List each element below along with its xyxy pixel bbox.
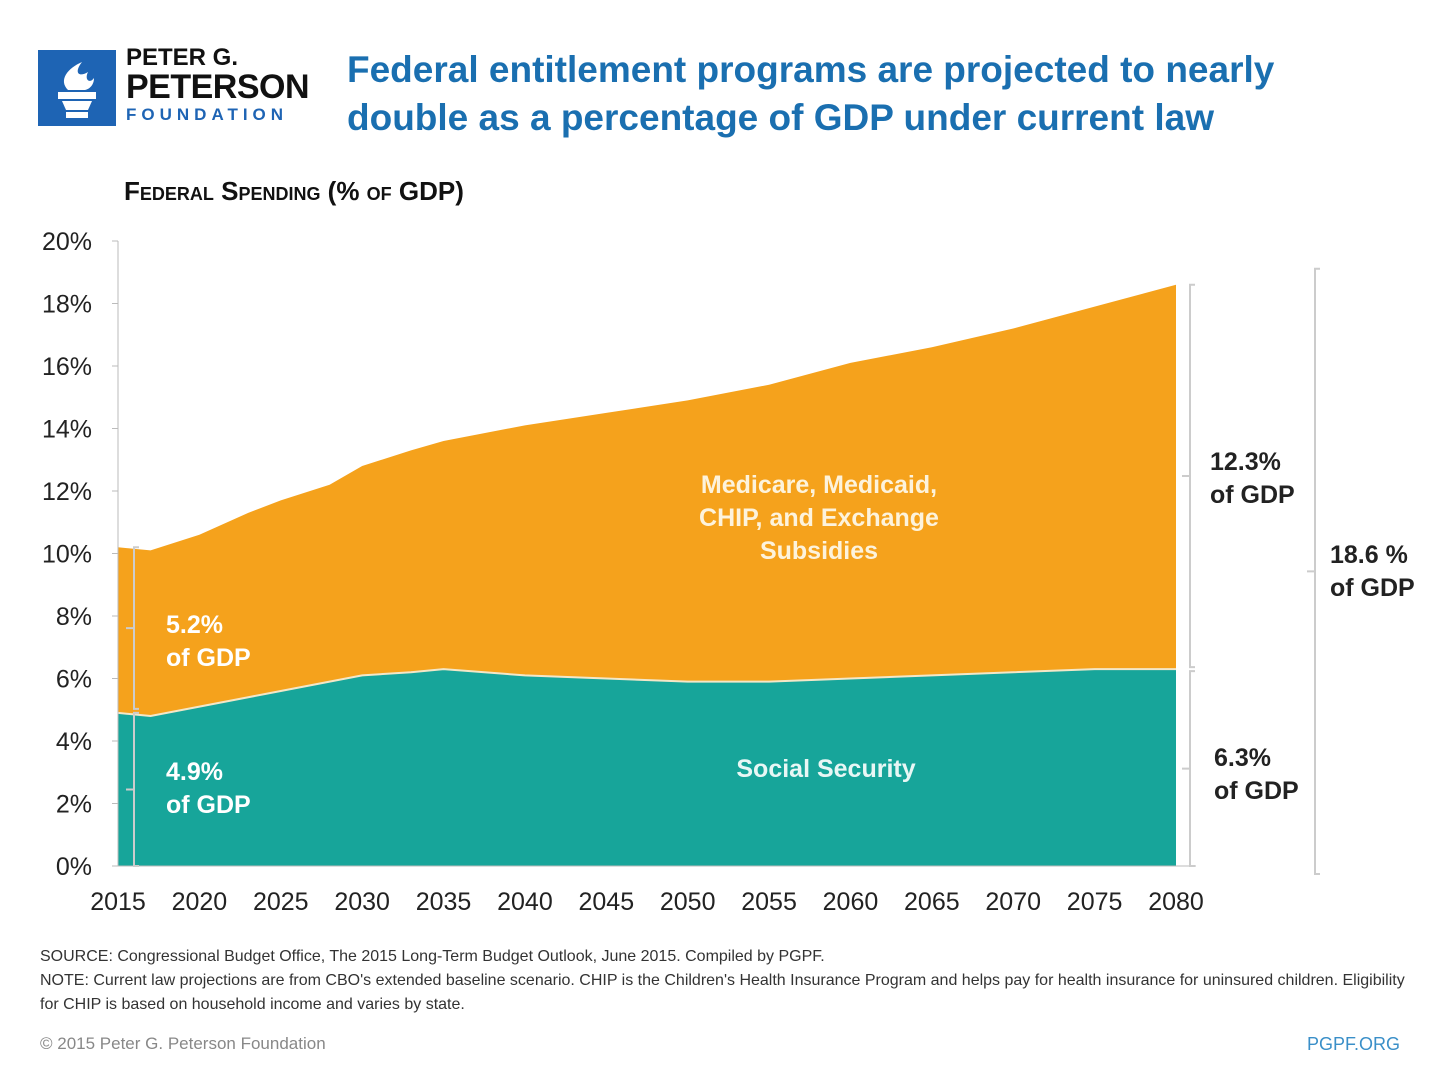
x-tick-label: 2040 bbox=[497, 888, 553, 916]
y-tick-label: 14% bbox=[42, 416, 92, 444]
y-tick-label: 18% bbox=[42, 291, 92, 319]
x-tick-label: 2020 bbox=[172, 888, 228, 916]
bracket-health-2015 bbox=[126, 546, 139, 710]
x-tick-label: 2060 bbox=[823, 888, 879, 916]
y-tick-label: 20% bbox=[42, 228, 92, 256]
note-text: NOTE: Current law projections are from C… bbox=[40, 972, 1405, 1013]
annotation-health-2080: of GDP bbox=[1210, 481, 1295, 509]
x-tick-label: 2035 bbox=[416, 888, 472, 916]
y-tick-label: 0% bbox=[56, 853, 92, 881]
annotation-health-2015: 5.2% bbox=[166, 611, 223, 639]
footnotes: SOURCE: Congressional Budget Office, The… bbox=[40, 945, 1420, 1017]
series-label-social-security: Social Security bbox=[736, 755, 915, 783]
bracket-ss-2015 bbox=[126, 711, 139, 867]
chart-headline: Federal entitlement programs are project… bbox=[347, 49, 1275, 138]
y-tick-label: 2% bbox=[56, 791, 92, 819]
org-line2: PETERSON bbox=[126, 68, 310, 106]
org-logo-text: PETER G. PETERSON FOUNDATION bbox=[126, 44, 310, 124]
x-tick-label: 2030 bbox=[334, 888, 390, 916]
x-tick-label: 2065 bbox=[904, 888, 960, 916]
series-label-health: Subsidies bbox=[760, 537, 878, 565]
x-tick-label: 2075 bbox=[1067, 888, 1123, 916]
annotation-health-2015: of GDP bbox=[166, 644, 251, 672]
org-line1: PETER G. bbox=[126, 44, 239, 71]
x-tick-label: 2015 bbox=[90, 888, 146, 916]
copyright: © 2015 Peter G. Peterson Foundation bbox=[40, 1034, 326, 1053]
x-tick-label: 2070 bbox=[985, 888, 1041, 916]
series-boundary bbox=[117, 668, 1176, 718]
x-tick-label: 2080 bbox=[1148, 888, 1204, 916]
annotation-total-2080: 18.6 % bbox=[1330, 541, 1408, 569]
annotation-ss-2080: of GDP bbox=[1214, 777, 1299, 805]
site-link[interactable]: PGPF.ORG bbox=[1306, 1034, 1400, 1054]
y-tick-label: 16% bbox=[42, 353, 92, 381]
annotation-ss-2080: 6.3% bbox=[1214, 744, 1271, 772]
x-tick-label: 2050 bbox=[660, 888, 716, 916]
annotation-ss-2015: of GDP bbox=[166, 791, 251, 819]
annotation-ss-2015: 4.9% bbox=[166, 758, 223, 786]
bracket-ss-2080 bbox=[1182, 670, 1195, 867]
bracket-health-2080 bbox=[1182, 283, 1195, 669]
series-label-health: Medicare, Medicaid, bbox=[701, 471, 937, 499]
y-tick-label: 10% bbox=[42, 541, 92, 569]
x-tick-label: 2025 bbox=[253, 888, 309, 916]
x-tick-label: 2055 bbox=[741, 888, 797, 916]
series-label-health: CHIP, and Exchange bbox=[699, 504, 939, 532]
area-social-security bbox=[118, 669, 1176, 866]
area-health bbox=[118, 284, 1176, 716]
y-tick-label: 12% bbox=[42, 478, 92, 506]
annotation-total-2080: of GDP bbox=[1330, 574, 1415, 602]
bracket-total-2080 bbox=[1307, 267, 1320, 875]
source-note: SOURCE: Congressional Budget Office, The… bbox=[40, 948, 825, 965]
y-tick-label: 6% bbox=[56, 666, 92, 694]
y-tick-label: 8% bbox=[56, 603, 92, 631]
x-tick-label: 2045 bbox=[578, 888, 634, 916]
annotation-health-2080: 12.3% bbox=[1210, 448, 1281, 476]
y-tick-label: 4% bbox=[56, 728, 92, 756]
torch-icon bbox=[38, 50, 116, 126]
org-line3: FOUNDATION bbox=[126, 105, 289, 124]
chart-title: Federal Spending (% of GDP) bbox=[124, 176, 464, 206]
